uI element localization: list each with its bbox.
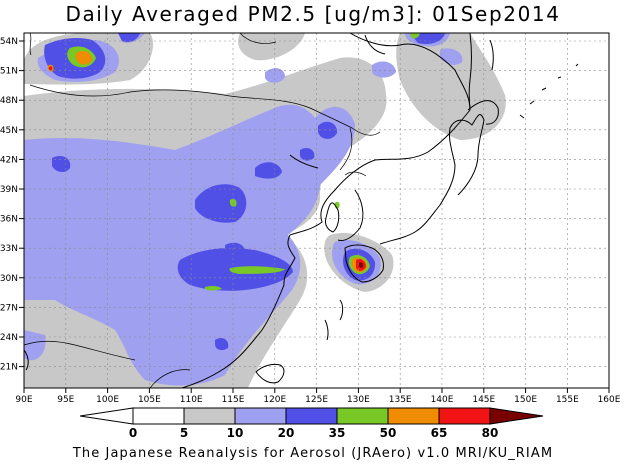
colorbar-bin-10-20: [234, 407, 287, 425]
colorbar-right-arrow: [489, 407, 544, 425]
colorbar-label: 50: [380, 426, 397, 440]
colorbar-label: 35: [329, 426, 346, 440]
country-borders: [24, 33, 381, 388]
footer-credit: The Japanese Reanalysis for Aerosol (JRA…: [72, 446, 554, 461]
lat-label: 54N: [0, 37, 18, 47]
colorbar-bin-20-35: [285, 407, 338, 425]
colorbar-bin-0-5: [132, 407, 185, 425]
lat-labels: 54N 51N 48N 45N 42N 39N 36N 33N 30N 27N …: [0, 37, 18, 373]
lon-label: 90E: [15, 395, 32, 405]
colorbar-label: 20: [278, 426, 295, 440]
lon-label: 140E: [431, 395, 454, 405]
lat-label: 33N: [0, 244, 18, 254]
colorbar: 0 5 10 20 35 50 65 80: [79, 407, 544, 440]
lat-label: 36N: [0, 215, 18, 225]
lat-label: 21N: [0, 363, 18, 373]
lat-label: 45N: [0, 126, 18, 136]
lon-label: 120E: [263, 395, 286, 405]
lon-label: 100E: [96, 395, 119, 405]
lon-label: 135E: [389, 395, 412, 405]
lon-labels: 90E 95E 100E 105E 110E 115E 120E 125E 13…: [15, 395, 620, 405]
lon-label: 145E: [472, 395, 495, 405]
lon-label: 115E: [222, 395, 245, 405]
lat-label: 48N: [0, 96, 18, 106]
lon-label: 95E: [57, 395, 74, 405]
lat-label: 42N: [0, 155, 18, 165]
lat-label: 39N: [0, 185, 18, 195]
lat-label: 27N: [0, 303, 18, 313]
coastlines: [24, 33, 579, 388]
colorbar-bin-35-50: [336, 407, 389, 425]
colorbar-label: 0: [129, 426, 137, 440]
pm25-layer-80-plus: [358, 262, 364, 268]
lon-label: 110E: [180, 395, 203, 405]
lon-label: 150E: [514, 395, 537, 405]
axis-ticks: [19, 40, 610, 393]
colorbar-bin-65-80: [438, 407, 491, 425]
lat-label: 30N: [0, 274, 18, 284]
colorbar-bin-50-65: [387, 407, 440, 425]
lon-label: 130E: [347, 395, 370, 405]
lat-label: 51N: [0, 67, 18, 77]
colorbar-label: 5: [180, 426, 188, 440]
lat-label: 24N: [0, 333, 18, 343]
lon-label: 160E: [598, 395, 621, 405]
colorbar-left-arrow: [79, 407, 134, 425]
map-title: Daily Averaged PM2.5 [ug/m3]: 01Sep2014: [65, 2, 561, 26]
colorbar-label: 10: [227, 426, 244, 440]
graticule: [24, 33, 609, 388]
colorbar-label: 65: [431, 426, 448, 440]
colorbar-bin-5-10: [183, 407, 236, 425]
lon-label: 105E: [138, 395, 161, 405]
lon-label: 155E: [556, 395, 579, 405]
colorbar-label: 80: [482, 426, 499, 440]
lon-label: 125E: [305, 395, 328, 405]
